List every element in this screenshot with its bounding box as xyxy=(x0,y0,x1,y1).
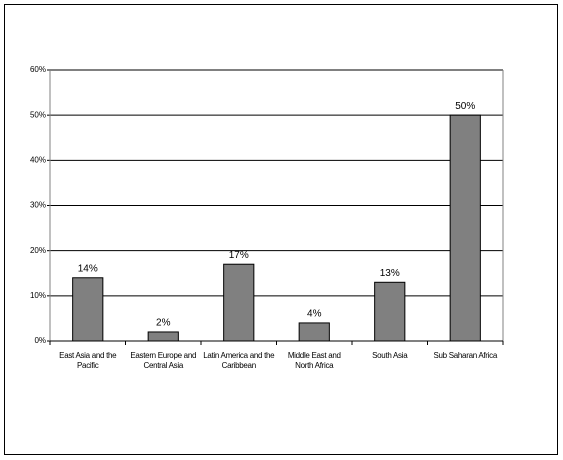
bar xyxy=(449,114,481,342)
bar xyxy=(298,322,330,342)
x-tick-label: Middle East and North Africa xyxy=(287,351,341,370)
y-tick-label: 40% xyxy=(30,155,46,164)
data-label: 50% xyxy=(455,101,475,112)
data-label: 13% xyxy=(380,268,400,279)
bar xyxy=(223,263,255,342)
x-tick-label: Sub Saharan Africa xyxy=(433,351,498,360)
x-tick-label: South Asia xyxy=(372,351,408,360)
data-label: 14% xyxy=(78,263,98,274)
x-tick-label: East Asia and the Pacific xyxy=(59,351,117,370)
x-tick-label: Latin America and the Caribbean xyxy=(203,351,275,370)
data-label: 17% xyxy=(229,250,249,261)
bar xyxy=(374,281,406,342)
data-label: 2% xyxy=(156,318,171,329)
y-tick-label: 30% xyxy=(30,201,46,210)
bar xyxy=(72,277,104,342)
y-tick-label: 20% xyxy=(30,246,46,255)
y-tick-label: 0% xyxy=(34,336,46,345)
y-tick-label: 10% xyxy=(30,291,46,300)
y-tick-label: 50% xyxy=(30,110,46,119)
data-label: 4% xyxy=(307,309,322,320)
y-tick-label: 60% xyxy=(30,65,46,74)
bar xyxy=(147,331,179,342)
x-tick-label: Eastern Europe and Central Asia xyxy=(130,351,197,370)
